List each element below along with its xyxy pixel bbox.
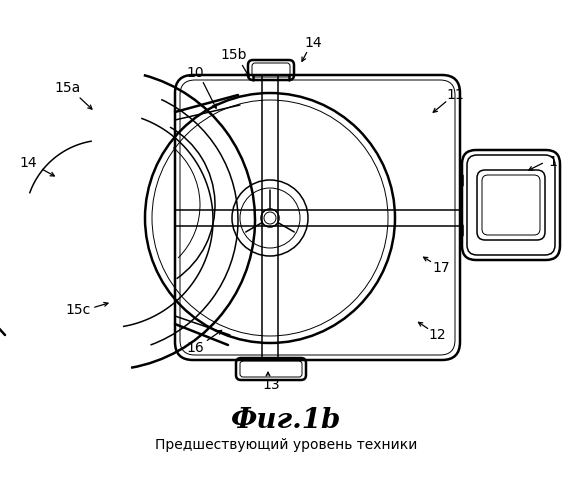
Text: 15b: 15b xyxy=(221,48,248,62)
Text: Фиг.1b: Фиг.1b xyxy=(231,406,341,434)
Text: 14: 14 xyxy=(19,156,37,170)
Text: 13: 13 xyxy=(262,378,280,392)
Text: 15a: 15a xyxy=(55,81,81,95)
Text: Предшествующий уровень техники: Предшествующий уровень техники xyxy=(155,438,417,452)
Text: 1: 1 xyxy=(548,155,558,169)
Text: 11: 11 xyxy=(446,88,464,102)
Text: 12: 12 xyxy=(428,328,446,342)
Text: 16: 16 xyxy=(186,341,204,355)
Text: 17: 17 xyxy=(432,261,450,275)
Text: 15c: 15c xyxy=(65,303,91,317)
Text: 10: 10 xyxy=(186,66,204,80)
Text: 14: 14 xyxy=(304,36,322,50)
